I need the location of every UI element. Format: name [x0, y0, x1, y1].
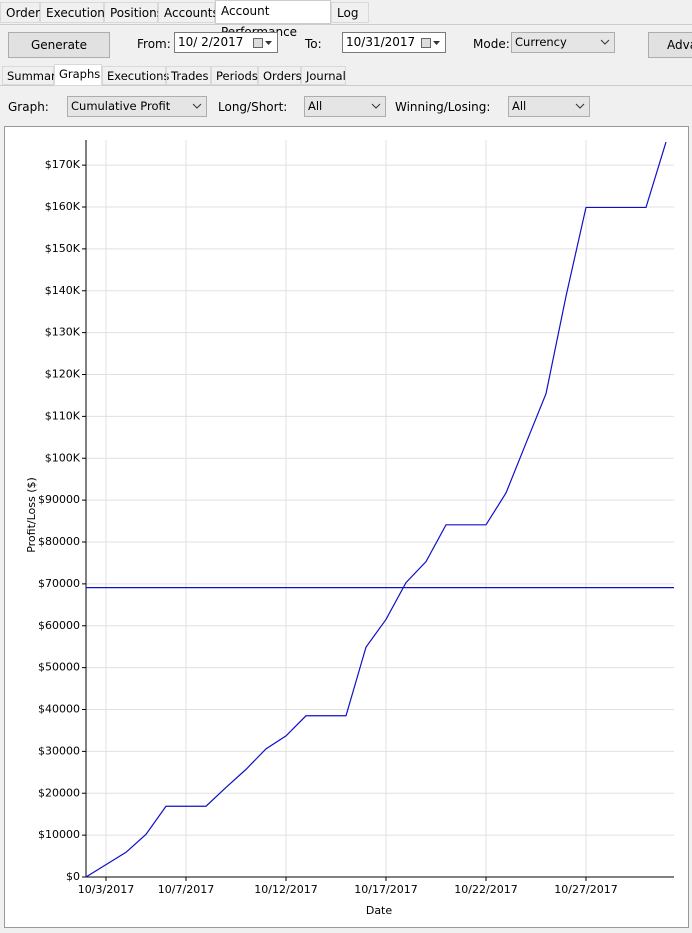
tab[interactable]: Executions — [40, 2, 111, 23]
y-tick-label: $10000 — [38, 828, 80, 841]
y-axis-title: Profit/Loss ($) — [25, 477, 38, 553]
x-tick-label: 10/17/2017 — [354, 883, 417, 896]
from-label: From: — [137, 37, 171, 51]
subtab[interactable]: Graphs — [54, 64, 102, 86]
to-label: To: — [305, 37, 322, 51]
x-tick-label: 10/3/2017 — [78, 883, 134, 896]
tab[interactable]: Log — [331, 2, 369, 23]
mode-label: Mode: — [473, 37, 510, 51]
x-tick-label: 10/22/2017 — [454, 883, 517, 896]
graph-value: Cumulative Profit — [71, 99, 171, 113]
chevron — [371, 103, 381, 109]
subtab[interactable]: Summary — [2, 66, 63, 85]
y-tick-label: $160K — [45, 200, 81, 213]
advanced-button[interactable]: Adva — [648, 32, 692, 58]
x-axis-title: Date — [366, 904, 393, 917]
y-tick-label: $110K — [45, 409, 81, 422]
mode-dropdown[interactable]: Currency — [511, 32, 615, 53]
y-tick-label: $100K — [45, 451, 81, 464]
y-tick-label: $80000 — [38, 535, 80, 548]
x-tick-label: 10/7/2017 — [158, 883, 214, 896]
x-tick-label: 10/12/2017 — [254, 883, 317, 896]
graph-label: Graph: — [8, 100, 49, 114]
y-tick-label: $140K — [45, 284, 81, 297]
tab[interactable]: Orders — [0, 2, 46, 23]
x-tick-label: 10/27/2017 — [554, 883, 617, 896]
to-date[interactable]: 10/31/2017 — [342, 32, 446, 53]
y-tick-label: $40000 — [38, 703, 80, 716]
win-lose-value: All — [512, 99, 527, 113]
chevron — [575, 103, 585, 109]
subtab-border — [0, 85, 692, 86]
chevron — [192, 103, 202, 109]
win-lose-label: Winning/Losing: — [395, 100, 491, 114]
calendar-icon — [421, 38, 440, 48]
graph-dropdown[interactable]: Cumulative Profit — [67, 96, 207, 117]
y-tick-label: $60000 — [38, 619, 80, 632]
profit-line — [85, 141, 667, 878]
y-tick-label: $0 — [66, 870, 80, 883]
tab-border — [0, 24, 692, 25]
subtab[interactable]: Periods — [211, 66, 258, 85]
subtab[interactable]: Orders — [258, 66, 302, 85]
y-tick-label: $130K — [45, 326, 81, 339]
subtab[interactable]: Executions — [102, 66, 169, 85]
from-date-text: 10/ 2/2017 — [178, 35, 244, 49]
generate-button[interactable]: Generate — [8, 32, 110, 58]
y-tick-label: $50000 — [38, 661, 80, 674]
long-short-value: All — [308, 99, 323, 113]
from-date[interactable]: 10/ 2/2017 — [174, 32, 278, 53]
calendar-icon — [253, 38, 272, 48]
chevron — [600, 39, 610, 45]
tab[interactable]: Positions — [104, 2, 163, 23]
mode-value: Currency — [515, 35, 567, 49]
y-tick-label: $120K — [45, 368, 81, 381]
long-short-dropdown[interactable]: All — [304, 96, 386, 117]
y-tick-label: $30000 — [38, 744, 80, 757]
to-date-text: 10/31/2017 — [346, 35, 416, 49]
y-tick-label: $70000 — [38, 577, 80, 590]
subtab[interactable]: Journal — [301, 66, 346, 85]
long-short-label: Long/Short: — [218, 100, 288, 114]
y-tick-label: $170K — [45, 158, 81, 171]
y-tick-label: $150K — [45, 242, 81, 255]
subtab[interactable]: Trades — [166, 66, 211, 85]
win-lose-dropdown[interactable]: All — [508, 96, 590, 117]
tab[interactable]: Accounts — [158, 2, 219, 23]
y-tick-label: $90000 — [38, 493, 80, 506]
y-tick-label: $20000 — [38, 786, 80, 799]
